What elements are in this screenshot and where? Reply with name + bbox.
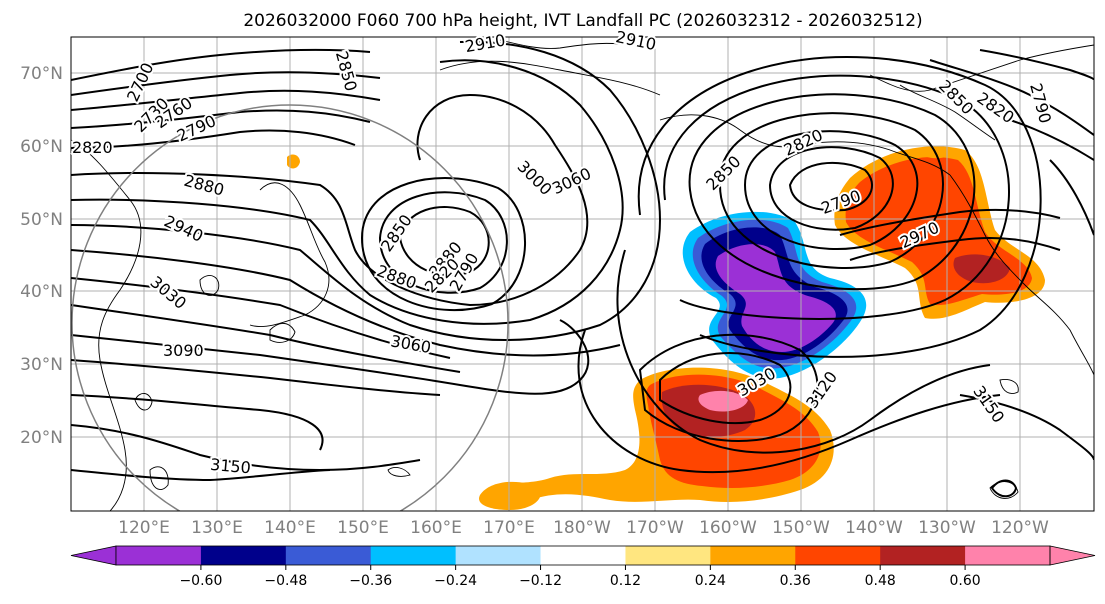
colorbar — [70, 545, 1096, 566]
contour-label: 2820 — [72, 138, 113, 157]
colorbar-tick-label: −0.24 — [434, 573, 477, 589]
colorbar-tick-label: −0.12 — [519, 573, 562, 589]
lon-label: 120°E — [118, 518, 170, 538]
lon-label: 140°W — [845, 518, 903, 538]
colorbar-segment — [370, 546, 457, 565]
latitude-labels: 70°N 60°N 50°N 40°N 30°N 20°N — [20, 64, 63, 448]
lon-label: 120°W — [991, 518, 1049, 538]
lon-label: 170°E — [483, 518, 535, 538]
colorbar-extend-low — [70, 545, 117, 566]
longitude-labels: 120°E 130°E 140°E 150°E 160°E 170°E 180°… — [118, 518, 1049, 538]
colorbar-segment — [200, 546, 287, 565]
lon-label: 150°W — [772, 518, 830, 538]
colorbar-segment — [710, 546, 796, 565]
contour-label: 3150 — [209, 455, 251, 477]
lon-label: 150°E — [337, 518, 389, 538]
lon-label: 180°W — [553, 518, 611, 538]
colorbar-segment — [285, 546, 372, 565]
lon-label: 160°E — [410, 518, 462, 538]
colorbar-segment — [455, 546, 542, 565]
colorbar-tick-label: 0.48 — [865, 573, 896, 589]
height-contours — [71, 40, 1094, 498]
colorbar-ticks: −0.60 −0.48 −0.36 −0.24 −0.12 0.12 0.24 0.36 0.4… — [179, 565, 981, 589]
colorbar-extend-high — [1049, 545, 1096, 566]
lon-label: 130°W — [918, 518, 976, 538]
colorbar-segment — [625, 546, 711, 565]
lat-label: 60°N — [20, 137, 63, 157]
lat-label: 40°N — [20, 282, 63, 302]
lat-label: 50°N — [20, 210, 63, 230]
colorbar-tick-label: 0.12 — [610, 573, 641, 589]
colorbar-segment — [116, 546, 202, 565]
lat-label: 70°N — [20, 64, 63, 84]
lon-label: 160°W — [699, 518, 757, 538]
range-circle — [71, 104, 509, 511]
colorbar-segment — [880, 546, 966, 565]
lon-label: 140°E — [264, 518, 316, 538]
lat-label: 30°N — [20, 355, 63, 375]
colorbar-segment — [965, 546, 1051, 565]
colorbar-tick-label: −0.36 — [349, 573, 392, 589]
colorbar-tick-label: 0.24 — [695, 573, 726, 589]
colorbar-tick-label: 0.36 — [780, 573, 811, 589]
lon-label: 130°E — [191, 518, 243, 538]
colorbar-tick-label: 0.60 — [950, 573, 981, 589]
contour-label: 3090 — [163, 341, 204, 360]
colorbar-tick-label: −0.60 — [179, 573, 222, 589]
map-content — [71, 37, 1094, 511]
lat-label: 20°N — [20, 428, 63, 448]
colorbar-frame — [115, 545, 1051, 566]
figure-title: 2026032000 F060 700 hPa height, IVT Land… — [243, 11, 922, 31]
colorbar-tick-label: −0.48 — [264, 573, 307, 589]
colorbar-segment — [540, 546, 626, 565]
colorbar-segment — [795, 546, 881, 565]
coastlines — [71, 39, 1094, 511]
map-frame — [70, 36, 1095, 512]
lon-label: 170°W — [626, 518, 684, 538]
